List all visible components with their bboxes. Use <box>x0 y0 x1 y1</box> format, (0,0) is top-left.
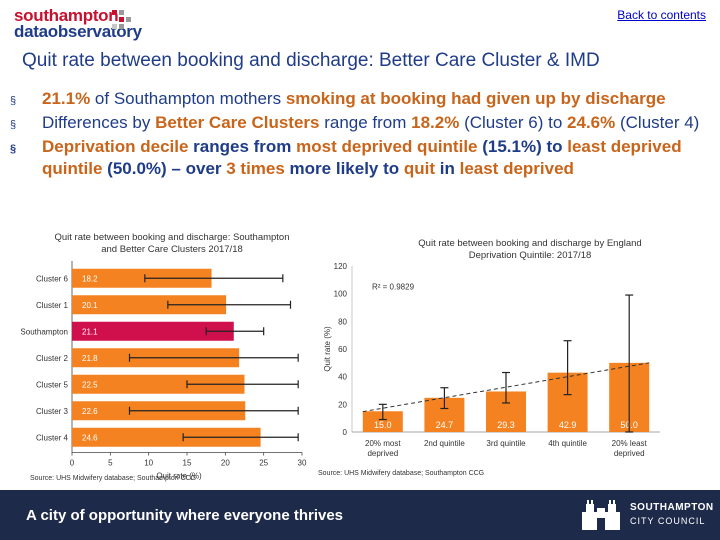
left-chart-title: Quit rate between booking and discharge:… <box>54 232 289 243</box>
logo-mark-icon <box>112 10 131 29</box>
bullet-text-part: in <box>435 159 460 178</box>
bullet-text: Differences by Better Care Clusters rang… <box>42 113 699 132</box>
highlight-text: least deprived <box>459 159 574 178</box>
data-label: 24.7 <box>436 420 454 430</box>
category-label: 2nd quintile <box>424 439 465 448</box>
bullet-text-part: (Cluster 4) <box>615 113 700 132</box>
highlight-text: least deprived quintile <box>42 137 682 178</box>
back-to-contents-link[interactable]: Back to contents <box>617 8 706 22</box>
bullet-text-part: more likely to <box>284 159 404 178</box>
y-tick-label: 120 <box>334 262 348 271</box>
category-label: Southampton <box>20 327 68 336</box>
left-chart-title: and Better Care Clusters 2017/18 <box>101 244 243 255</box>
x-tick-label: 5 <box>108 459 113 468</box>
data-label: 22.5 <box>82 380 98 389</box>
x-tick-label: 15 <box>183 459 192 468</box>
bar <box>72 268 212 288</box>
imd-quit-rate-chart: Quit rate between booking and discharge … <box>323 238 660 458</box>
highlight-text: 24.6% <box>567 113 616 132</box>
data-label: 15.0 <box>374 420 392 430</box>
data-label: 42.9 <box>559 420 577 430</box>
summary-bullets: § 21.1% of Southampton mothers smoking at… <box>8 88 708 182</box>
page-title: Quit rate between booking and discharge:… <box>22 50 600 71</box>
category-label: Cluster 6 <box>36 274 69 283</box>
left-chart-source: Source: UHS Midwifery database; Southamp… <box>30 475 197 482</box>
bullet-marker: § <box>10 143 17 155</box>
highlight-text: 18.2% <box>411 113 460 132</box>
council-crest-icon <box>582 500 620 530</box>
data-label: 21.8 <box>82 354 98 363</box>
bar <box>362 411 403 432</box>
cluster-quit-rate-chart: Quit rate between booking and discharge:… <box>20 232 307 481</box>
y-tick-label: 80 <box>338 317 347 326</box>
category-label: Cluster 5 <box>36 380 69 389</box>
bullet-text-part: (50.0%) – over <box>102 159 227 178</box>
bullet-text-part: Differences by <box>42 113 156 132</box>
logo-line-1: southampton <box>14 6 119 25</box>
council-name-line-1: SOUTHAMPTON <box>630 502 714 513</box>
data-label: 24.6 <box>82 433 98 442</box>
category-label: 4th quintile <box>548 439 587 448</box>
council-logo: SOUTHAMPTON CITY COUNCIL <box>578 498 713 534</box>
bullet-text-part: of Southampton mothers <box>90 89 286 108</box>
x-tick-label: 0 <box>70 459 75 468</box>
highlight-text: quit <box>403 159 436 178</box>
bar <box>72 295 227 315</box>
highlight-text: 21.1% <box>42 89 91 108</box>
x-axis-label: Quit rate (%) <box>156 472 202 481</box>
bullet-marker: § <box>10 119 17 131</box>
highlight-text: smoking at booking had given up by disch… <box>285 89 666 108</box>
highlight-text: Better Care Clusters <box>155 113 320 132</box>
highlight-text: 3 times <box>226 159 285 178</box>
bullet-text-part: ranges from <box>188 137 297 156</box>
r-squared-label: R² = 0.9829 <box>372 283 415 292</box>
bullet-text-part: range from <box>319 113 412 132</box>
category-label: Cluster 3 <box>36 407 69 416</box>
y-tick-label: 40 <box>338 373 347 382</box>
category-label: 20% most <box>365 439 401 448</box>
x-tick-label: 10 <box>144 459 153 468</box>
right-chart-title: Quit rate between booking and discharge … <box>418 238 641 249</box>
category-label: deprived <box>367 449 398 458</box>
y-tick-label: 20 <box>338 400 347 409</box>
category-label: Cluster 1 <box>36 301 69 310</box>
right-chart-source: Source: UHS Midwifery database; Southamp… <box>318 470 485 477</box>
data-label: 20.1 <box>82 301 98 310</box>
bullet-text-part: (15.1%) to <box>477 137 568 156</box>
bullet-item: § Differences by Better Care Clusters ran… <box>8 112 708 134</box>
bullet-marker: § <box>10 95 17 107</box>
data-label: 18.2 <box>82 274 98 283</box>
y-axis-label: Quit rate (%) <box>323 326 332 372</box>
category-label: 20% least <box>612 439 648 448</box>
highlight-text: most deprived quintile <box>296 137 478 156</box>
right-chart-title: Deprivation Quintile: 2017/18 <box>469 250 592 261</box>
y-tick-label: 0 <box>343 428 348 437</box>
observatory-logo: southampton dataobservatory <box>14 6 142 41</box>
bullet-item: § Deprivation decile ranges from most dep… <box>8 136 708 180</box>
logo-line-2: dataobservatory <box>14 22 142 41</box>
bar <box>72 321 234 341</box>
category-label: Cluster 4 <box>36 433 69 442</box>
bar <box>72 427 261 447</box>
y-tick-label: 100 <box>334 290 348 299</box>
footer-tagline: A city of opportunity where everyone thr… <box>26 507 344 524</box>
y-tick-label: 60 <box>338 345 347 354</box>
bullet-text: Deprivation decile ranges from most depr… <box>42 137 682 178</box>
bullet-text: 21.1% of Southampton mothers smoking at … <box>42 89 666 108</box>
data-label: 22.6 <box>82 407 98 416</box>
category-label: deprived <box>614 449 645 458</box>
footer-banner: A city of opportunity where everyone thr… <box>0 490 720 540</box>
bar <box>72 374 245 394</box>
highlight-text: Deprivation decile <box>42 137 189 156</box>
data-label: 21.1 <box>82 327 98 336</box>
bullet-text-part: (Cluster 6) to <box>459 113 568 132</box>
x-tick-label: 25 <box>259 459 268 468</box>
x-tick-label: 20 <box>221 459 230 468</box>
x-tick-label: 30 <box>298 459 307 468</box>
data-label: 29.3 <box>497 420 515 430</box>
category-label: 3rd quintile <box>486 439 526 448</box>
category-label: Cluster 2 <box>36 354 69 363</box>
council-name-line-2: CITY COUNCIL <box>630 516 706 526</box>
bullet-item: § 21.1% of Southampton mothers smoking at… <box>8 88 708 110</box>
